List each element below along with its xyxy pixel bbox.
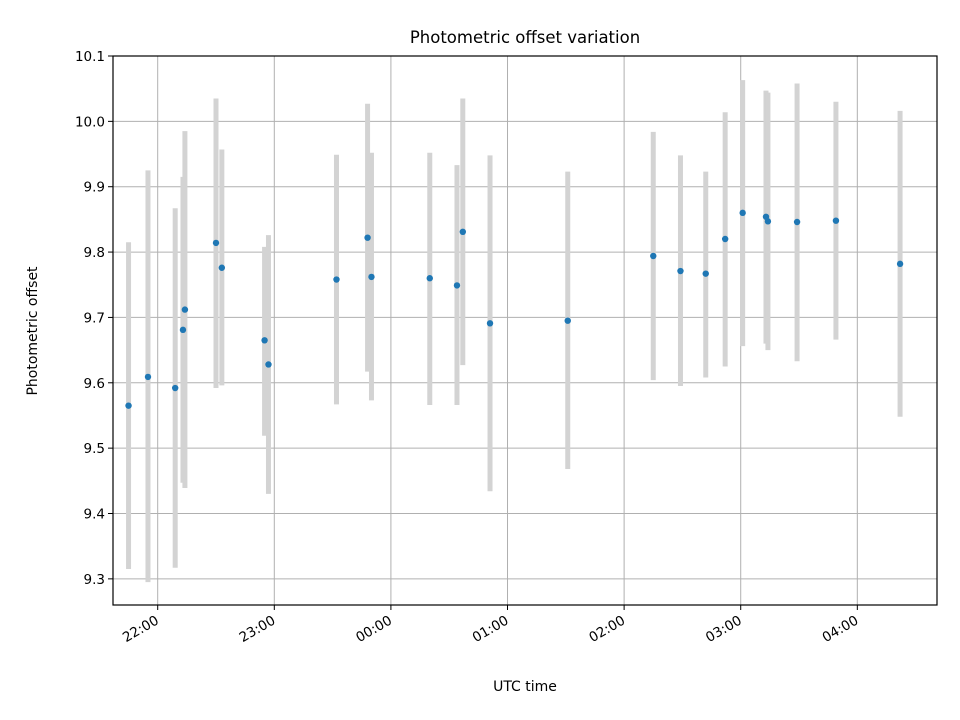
data-point: [832, 217, 840, 224]
data-point: [896, 260, 904, 268]
y-axis-ticks: 9.3 9.4 9.5 9.6 9.7 9.8 9.9 10.0 10.1: [75, 49, 113, 588]
y-tick-label: 9.9: [84, 180, 105, 196]
data-points: [125, 209, 904, 409]
data-point: [764, 218, 772, 225]
y-tick-label: 9.3: [84, 572, 105, 588]
y-tick-label: 9.7: [84, 310, 105, 326]
data-point: [171, 384, 179, 392]
data-point: [650, 252, 657, 260]
data-point: [721, 235, 729, 243]
chart-title: Photometric offset variation: [410, 28, 640, 47]
data-point: [486, 320, 494, 327]
data-point: [218, 264, 226, 271]
data-point: [179, 326, 187, 334]
data-point: [261, 337, 268, 344]
data-point: [426, 275, 433, 282]
data-point: [368, 273, 375, 281]
data-point: [212, 239, 220, 247]
data-point: [333, 276, 340, 283]
y-tick-label: 10.0: [75, 114, 105, 130]
y-axis-label: Photometric offset: [25, 266, 41, 396]
y-tick-label: 9.6: [84, 376, 105, 392]
data-point: [144, 373, 152, 381]
grid: [113, 55, 937, 605]
data-point: [793, 218, 801, 226]
data-point: [364, 234, 371, 241]
data-point: [453, 282, 461, 289]
y-tick-label: 9.4: [84, 507, 105, 523]
y-tick-label: 9.8: [84, 245, 105, 261]
data-point: [125, 402, 132, 409]
plot-frame: [112, 55, 938, 606]
y-tick-label: 10.1: [75, 49, 105, 65]
y-tick-label: 9.5: [84, 441, 105, 457]
x-axis-label: UTC time: [493, 679, 557, 695]
data-point: [677, 267, 684, 275]
data-point: [564, 317, 571, 324]
data-point: [181, 306, 189, 313]
data-point: [265, 361, 272, 368]
data-point: [739, 209, 746, 217]
data-point: [459, 228, 467, 236]
data-point: [702, 270, 709, 277]
